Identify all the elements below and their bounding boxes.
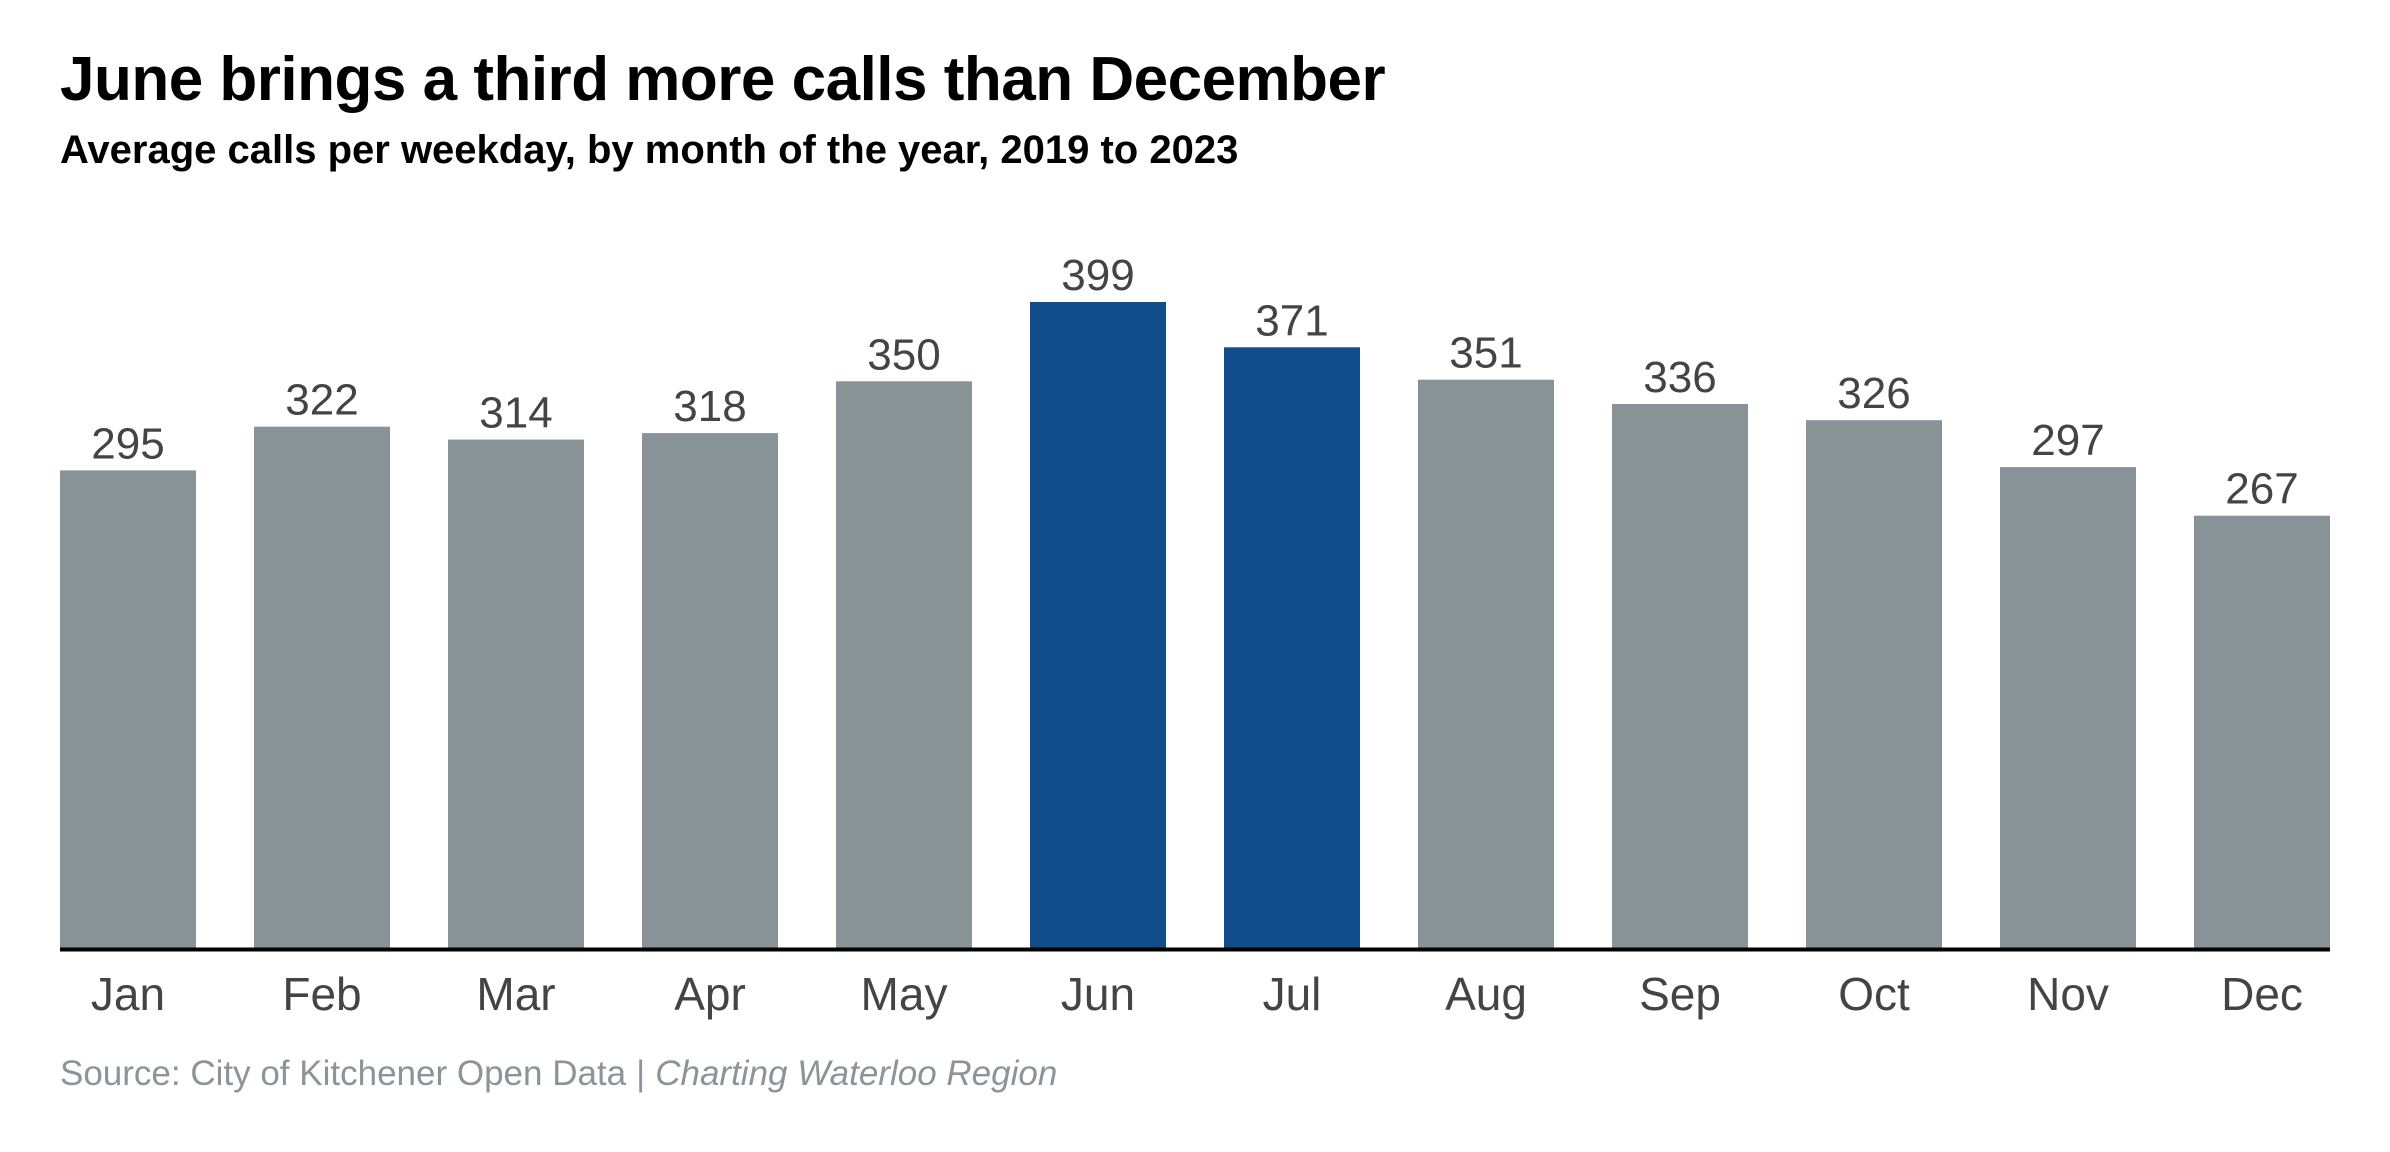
x-tick-label-sep: Sep: [1639, 968, 1721, 1020]
x-tick-label-may: May: [861, 968, 948, 1020]
bar-jul: [1224, 347, 1360, 948]
value-label-oct: 326: [1837, 369, 1910, 418]
source-text: Source: City of Kitchener Open Data: [60, 1054, 627, 1093]
value-label-apr: 318: [673, 382, 746, 431]
x-tick-label-dec: Dec: [2221, 968, 2303, 1020]
bar-sep: [1612, 404, 1748, 948]
x-tick-labels-group: Jan Feb Mar Apr May Jun Jul Aug Sep Oct Nov Dec: [91, 968, 2303, 1020]
source-credit: Charting Waterloo Region: [655, 1054, 1058, 1093]
bar-mar: [448, 439, 584, 948]
x-tick-label-nov: Nov: [2027, 968, 2109, 1020]
x-tick-label-jan: Jan: [91, 968, 165, 1020]
value-label-may: 350: [867, 330, 940, 379]
x-tick-label-feb: Feb: [282, 968, 361, 1020]
value-label-feb: 322: [285, 376, 358, 425]
bar-dec: [2194, 515, 2330, 948]
bar-apr: [642, 433, 778, 949]
chart-title: June brings a third more calls than Dece…: [60, 45, 1386, 114]
bar-aug: [1418, 379, 1554, 948]
source-note: Source: City of Kitchener Open Data | Char…: [60, 1054, 1057, 1094]
x-tick-label-aug: Aug: [1445, 968, 1527, 1020]
bar-nov: [2000, 467, 2136, 948]
source-separator: |: [636, 1054, 646, 1093]
bars-group: [60, 302, 2330, 949]
x-tick-label-mar: Mar: [476, 968, 555, 1020]
value-label-nov: 297: [2031, 416, 2104, 465]
value-labels-group: 295 322 314 318 350 399 371 351 336 326 297 267: [91, 251, 2298, 514]
x-tick-label-jun: Jun: [1061, 968, 1135, 1020]
x-tick-label-jul: Jul: [1263, 968, 1322, 1020]
x-tick-label-apr: Apr: [674, 968, 746, 1020]
bar-may: [836, 381, 972, 948]
value-label-aug: 351: [1449, 329, 1522, 378]
x-tick-label-oct: Oct: [1838, 968, 1910, 1020]
bar-jan: [60, 470, 196, 948]
value-label-mar: 314: [479, 389, 552, 438]
value-label-jul: 371: [1255, 296, 1328, 345]
bar-jun: [1030, 302, 1166, 948]
value-label-sep: 336: [1643, 353, 1716, 402]
bar-oct: [1806, 420, 1942, 948]
bar-feb: [254, 426, 390, 948]
value-label-dec: 267: [2225, 465, 2298, 514]
value-label-jun: 399: [1061, 251, 1134, 300]
chart-subtitle: Average calls per weekday, by month of t…: [60, 128, 1239, 172]
value-label-jan: 295: [91, 419, 164, 468]
